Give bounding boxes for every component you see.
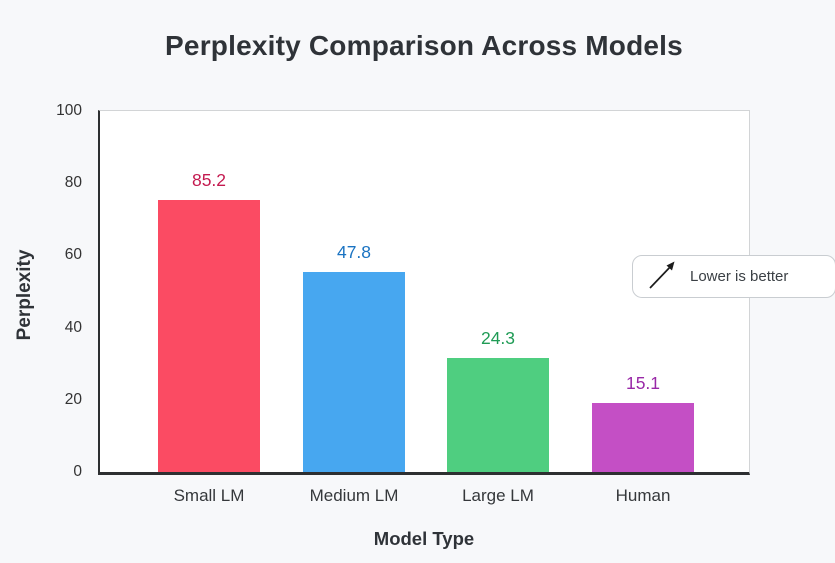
y-tick-label: 60 bbox=[64, 246, 82, 264]
bar-human bbox=[592, 403, 694, 472]
y-tick-label: 20 bbox=[64, 390, 82, 408]
bar-value-label: 47.8 bbox=[336, 242, 372, 263]
arrow-up-right-icon bbox=[646, 258, 679, 296]
legend-box: Lower is better bbox=[632, 255, 835, 298]
plot-area: Lower is better 85.2 47.8 24.3 15.1 bbox=[98, 110, 835, 475]
y-tick-label: 0 bbox=[73, 463, 82, 480]
x-tick-label-human: Human bbox=[615, 486, 671, 505]
bar-medium-lm bbox=[303, 272, 405, 472]
legend-label: Lower is better bbox=[690, 268, 789, 285]
y-tick-label: 80 bbox=[64, 174, 82, 192]
chart-title: Perplexity Comparison Across Models bbox=[165, 30, 683, 61]
bar-large-lm bbox=[447, 357, 549, 472]
bar-value-label: 24.3 bbox=[480, 327, 516, 348]
x-axis-title: Model Type bbox=[373, 528, 475, 549]
x-tick-label-large-lm: Large LM bbox=[462, 486, 534, 505]
bar-value-label: 15.1 bbox=[625, 373, 661, 394]
x-axis-tick-labels: Small LM Medium LM Large LM Human bbox=[100, 486, 749, 510]
x-tick-label-medium-lm: Medium LM bbox=[309, 486, 399, 505]
y-tick-label: 40 bbox=[64, 318, 82, 336]
y-axis-tick-labels: 0 20 40 60 80 100 bbox=[0, 102, 90, 480]
bar-value-label: 85.2 bbox=[191, 170, 227, 191]
y-tick-label: 100 bbox=[56, 102, 82, 119]
bar-small-lm bbox=[158, 200, 260, 472]
x-tick-label-small-lm: Small LM bbox=[173, 486, 245, 505]
